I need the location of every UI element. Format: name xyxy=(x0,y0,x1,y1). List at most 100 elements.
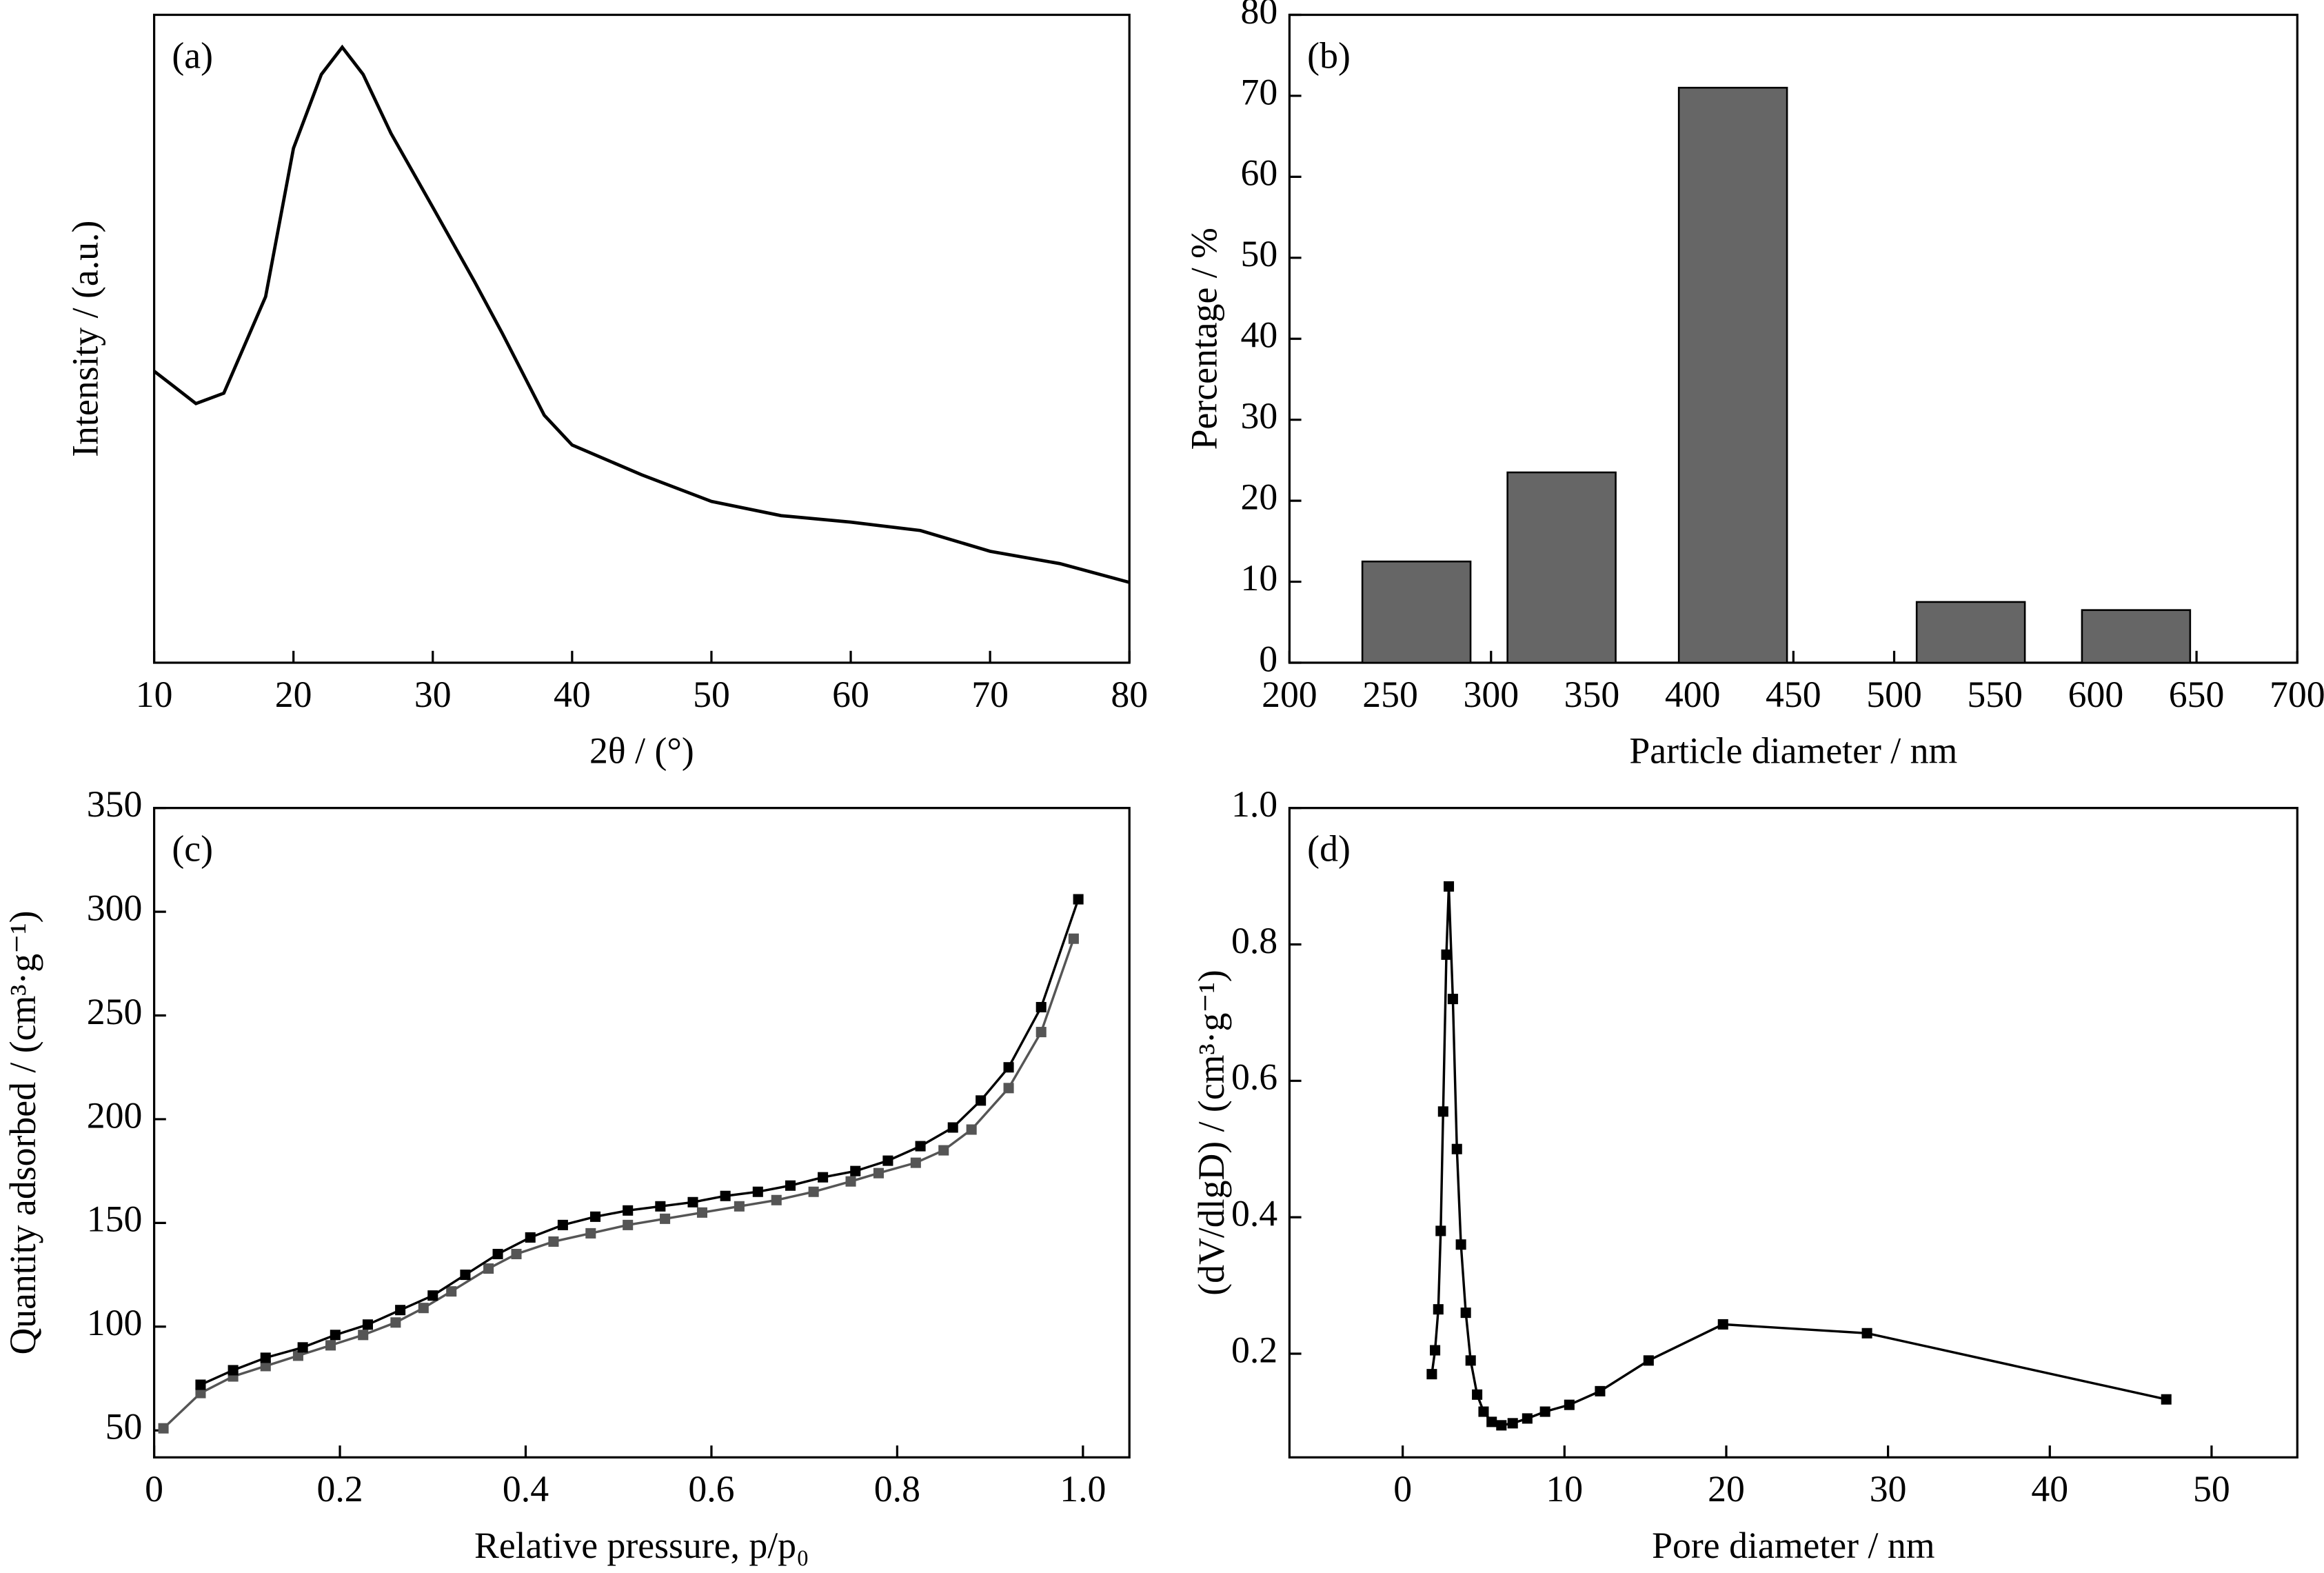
marker xyxy=(395,1305,406,1316)
marker xyxy=(492,1248,503,1260)
x-tick-label: 0.2 xyxy=(316,1468,363,1510)
marker xyxy=(260,1352,271,1363)
marker xyxy=(325,1340,336,1351)
marker xyxy=(1003,1083,1014,1094)
marker xyxy=(1437,1106,1448,1117)
bar xyxy=(1677,86,1788,664)
marker xyxy=(548,1236,559,1247)
marker xyxy=(720,1190,731,1201)
bar xyxy=(1361,560,1472,664)
y-tick-label: 70 xyxy=(1240,71,1277,112)
plot-frame xyxy=(152,807,1131,1459)
marker xyxy=(850,1165,861,1176)
marker xyxy=(418,1303,429,1314)
marker xyxy=(1068,933,1079,944)
marker xyxy=(362,1319,373,1330)
marker xyxy=(655,1201,666,1212)
marker xyxy=(1478,1406,1489,1417)
y-tick-label: 0 xyxy=(1259,638,1277,679)
marker xyxy=(1433,1304,1444,1315)
marker xyxy=(882,1155,893,1166)
marker xyxy=(752,1186,763,1197)
x-tick-label: 0 xyxy=(145,1468,163,1510)
marker xyxy=(1430,1345,1441,1356)
x-tick-label: 600 xyxy=(2068,674,2124,715)
marker xyxy=(446,1286,457,1297)
marker xyxy=(808,1186,819,1197)
marker xyxy=(938,1145,949,1156)
marker xyxy=(1035,1027,1047,1038)
bar xyxy=(1506,471,1617,664)
line xyxy=(1431,886,2167,1427)
marker xyxy=(1539,1406,1550,1417)
marker xyxy=(427,1290,438,1301)
x-axis-label: Pore diameter / nm xyxy=(1652,1525,1934,1566)
bar xyxy=(1915,601,2026,664)
x-tick-label: 40 xyxy=(2031,1468,2068,1510)
marker xyxy=(1717,1319,1728,1330)
marker xyxy=(1595,1385,1606,1396)
marker xyxy=(1861,1327,1872,1339)
y-axis-label: (dV/dlgD) / (cm³·g⁻¹) xyxy=(1191,970,1232,1295)
marker xyxy=(1426,1369,1437,1380)
marker xyxy=(1460,1308,1471,1319)
x-tick-label: 20 xyxy=(275,674,312,715)
y-tick-label: 0.4 xyxy=(1231,1192,1277,1234)
y-tick-label: 60 xyxy=(1240,152,1277,194)
marker xyxy=(1073,894,1084,905)
y-tick-label: 0.2 xyxy=(1231,1329,1277,1370)
marker xyxy=(525,1232,536,1243)
marker xyxy=(687,1196,698,1208)
marker xyxy=(623,1219,634,1230)
y-tick-label: 80 xyxy=(1240,0,1277,32)
x-tick-label: 450 xyxy=(1766,674,1821,715)
x-tick-label: 80 xyxy=(1111,674,1148,715)
marker xyxy=(1564,1399,1575,1410)
marker xyxy=(966,1124,977,1135)
marker xyxy=(1507,1418,1518,1429)
marker xyxy=(2161,1394,2172,1405)
marker xyxy=(228,1365,239,1376)
panel-label: (c) xyxy=(172,828,213,869)
marker xyxy=(1443,881,1455,892)
line xyxy=(153,44,1130,584)
marker xyxy=(1522,1413,1533,1424)
x-tick-label: 30 xyxy=(1870,1468,1907,1510)
marker xyxy=(818,1172,829,1183)
x-tick-label: 30 xyxy=(414,674,452,715)
marker xyxy=(845,1176,856,1187)
marker xyxy=(734,1201,745,1212)
marker xyxy=(460,1270,471,1281)
y-tick-label: 30 xyxy=(1240,395,1277,437)
marker xyxy=(915,1141,926,1152)
marker xyxy=(947,1122,958,1133)
x-tick-label: 200 xyxy=(1262,674,1317,715)
marker xyxy=(358,1330,369,1341)
x-tick-label: 0.6 xyxy=(688,1468,734,1510)
x-tick-label: 0.8 xyxy=(874,1468,920,1510)
y-tick-label: 50 xyxy=(1240,233,1277,274)
marker xyxy=(1472,1389,1483,1400)
x-tick-label: 1.0 xyxy=(1060,1468,1106,1510)
plot-frame xyxy=(1288,807,2298,1459)
y-tick-label: 250 xyxy=(87,991,143,1032)
marker xyxy=(696,1207,707,1218)
y-tick-label: 1.0 xyxy=(1231,783,1277,825)
marker xyxy=(1486,1416,1497,1427)
x-tick-label: 250 xyxy=(1362,674,1418,715)
y-tick-label: 50 xyxy=(105,1406,143,1447)
marker xyxy=(585,1228,596,1239)
marker xyxy=(511,1248,522,1260)
marker xyxy=(158,1423,169,1434)
y-axis-label: Percentage / % xyxy=(1183,228,1224,450)
x-tick-label: 10 xyxy=(1546,1468,1583,1510)
line xyxy=(162,938,1075,1430)
x-tick-label: 60 xyxy=(832,674,869,715)
marker xyxy=(1003,1062,1014,1073)
marker xyxy=(660,1213,671,1224)
x-tick-label: 10 xyxy=(136,674,173,715)
marker xyxy=(623,1205,634,1216)
marker xyxy=(390,1317,401,1328)
panel-label: (a) xyxy=(172,34,213,76)
